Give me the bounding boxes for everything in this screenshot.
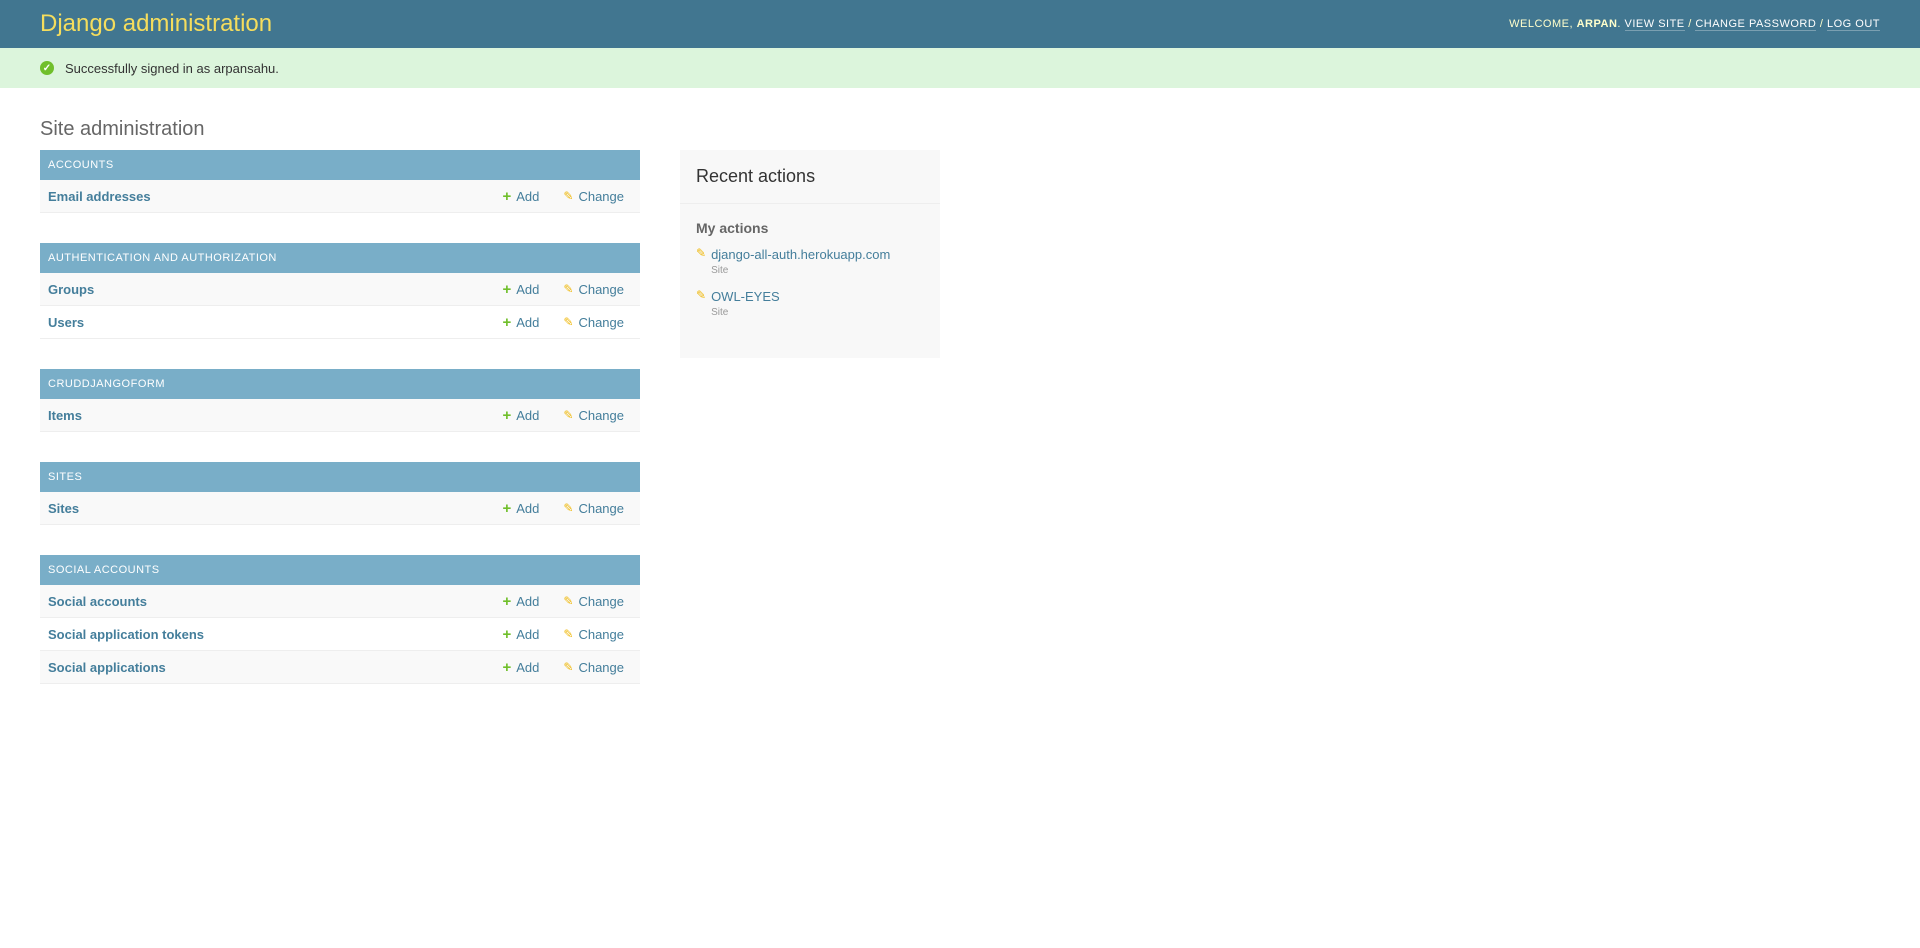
site-title[interactable]: Django administration (40, 10, 273, 37)
change-label: Change (578, 314, 624, 330)
module-sites: Sites Sites + Add ✎ Change (40, 462, 640, 525)
add-label: Add (516, 626, 540, 642)
change-link[interactable]: ✎ Change (563, 594, 624, 609)
recent-action-type: Site (711, 265, 729, 276)
pencil-icon: ✎ (563, 408, 574, 422)
change-label: Change (578, 593, 624, 609)
change-label: Change (578, 500, 624, 516)
add-link[interactable]: + Add (502, 281, 539, 298)
model-row: Social application tokens + Add ✎ Change (40, 618, 640, 651)
recent-action-link[interactable]: django-all-auth.herokuapp.com (711, 247, 891, 262)
model-link[interactable]: Social accounts (48, 593, 147, 609)
model-row: Groups + Add ✎ Change (40, 273, 640, 306)
plus-icon: + (502, 625, 512, 643)
recent-action-item: ✎ django-all-auth.herokuapp.com Site (680, 246, 940, 288)
plus-icon: + (502, 187, 512, 205)
view-site-link[interactable]: View site (1624, 18, 1685, 31)
add-label: Add (516, 281, 540, 297)
recent-action-item: ✎ OWL-EYES Site (680, 288, 940, 330)
change-label: Change (578, 281, 624, 297)
plus-icon: + (502, 592, 512, 610)
pencil-icon: ✎ (563, 594, 574, 608)
change-link[interactable]: ✎ Change (563, 315, 624, 330)
success-message: ✓ Successfully signed in as arpansahu. (0, 48, 1920, 88)
my-actions-title: My actions (696, 220, 769, 236)
change-label: Change (578, 659, 624, 675)
pencil-icon: ✎ (563, 189, 574, 203)
recent-actions: Recent actions My actions ✎ django-all-a… (680, 150, 940, 358)
module-social-accounts: Social Accounts Social accounts + Add ✎ Ch… (40, 555, 640, 684)
module-caption[interactable]: Cruddjangoform (40, 369, 640, 399)
add-label: Add (516, 593, 540, 609)
add-link[interactable]: + Add (502, 500, 539, 517)
change-link[interactable]: ✎ Change (563, 660, 624, 675)
change-label: Change (578, 407, 624, 423)
module-caption[interactable]: Authentication and Authorization (40, 243, 640, 273)
add-label: Add (516, 407, 540, 423)
model-link[interactable]: Groups (48, 281, 95, 297)
plus-icon: + (502, 499, 512, 517)
app-list: Accounts Email addresses + Add ✎ Change Au… (40, 150, 640, 714)
pencil-icon: ✎ (696, 246, 707, 260)
recent-action-link[interactable]: OWL-EYES (711, 289, 780, 304)
change-label: Change (578, 626, 624, 642)
pencil-icon: ✎ (563, 315, 574, 329)
model-link[interactable]: Users (48, 314, 85, 330)
add-link[interactable]: + Add (502, 314, 539, 331)
module-caption[interactable]: Accounts (40, 150, 640, 180)
pencil-icon: ✎ (563, 660, 574, 674)
model-row: Social accounts + Add ✎ Change (40, 585, 640, 618)
plus-icon: + (502, 658, 512, 676)
model-link[interactable]: Email addresses (48, 188, 151, 204)
add-link[interactable]: + Add (502, 593, 539, 610)
add-link[interactable]: + Add (502, 626, 539, 643)
add-link[interactable]: + Add (502, 188, 539, 205)
log-out-link[interactable]: Log out (1826, 18, 1880, 31)
welcome-text: Welcome, (1509, 18, 1574, 30)
model-row: Users + Add ✎ Change (40, 306, 640, 339)
check-circle-icon: ✓ (40, 61, 54, 75)
model-row: Email addresses + Add ✎ Change (40, 180, 640, 213)
user-tools: Welcome, Arpan. View site / Change passw… (1509, 18, 1880, 31)
username: Arpan (1576, 18, 1618, 30)
pencil-icon: ✎ (696, 288, 707, 302)
pencil-icon: ✎ (563, 627, 574, 641)
model-link[interactable]: Social applications (48, 659, 166, 675)
add-label: Add (516, 659, 540, 675)
model-link[interactable]: Social application tokens (48, 626, 205, 642)
recent-actions-title: Recent actions (680, 150, 940, 204)
plus-icon: + (502, 280, 512, 298)
change-link[interactable]: ✎ Change (563, 189, 624, 204)
model-row: Items + Add ✎ Change (40, 399, 640, 432)
add-link[interactable]: + Add (502, 407, 539, 424)
pencil-icon: ✎ (563, 501, 574, 515)
page-title: Site administration (40, 118, 205, 140)
module-caption[interactable]: Sites (40, 462, 640, 492)
model-link[interactable]: Items (48, 407, 82, 423)
module-caption[interactable]: Social Accounts (40, 555, 640, 585)
module-cruddjangoform: Cruddjangoform Items + Add ✎ Change (40, 369, 640, 432)
change-link[interactable]: ✎ Change (563, 282, 624, 297)
add-link[interactable]: + Add (502, 659, 539, 676)
model-link[interactable]: Sites (48, 500, 80, 516)
plus-icon: + (502, 406, 512, 424)
add-label: Add (516, 500, 540, 516)
change-link[interactable]: ✎ Change (563, 627, 624, 642)
recent-action-type: Site (711, 307, 729, 318)
plus-icon: + (502, 313, 512, 331)
change-label: Change (578, 188, 624, 204)
change-password-link[interactable]: Change password (1695, 18, 1817, 31)
model-row: Social applications + Add ✎ Change (40, 651, 640, 684)
module-accounts: Accounts Email addresses + Add ✎ Change (40, 150, 640, 213)
model-row: Sites + Add ✎ Change (40, 492, 640, 525)
add-label: Add (516, 314, 540, 330)
change-link[interactable]: ✎ Change (563, 408, 624, 423)
header: Django administration Welcome, Arpan. Vi… (0, 0, 1920, 48)
message-text: Successfully signed in as arpansahu. (65, 60, 279, 76)
change-link[interactable]: ✎ Change (563, 501, 624, 516)
add-label: Add (516, 188, 540, 204)
module-authentication-and-authorization: Authentication and Authorization Groups … (40, 243, 640, 339)
pencil-icon: ✎ (563, 282, 574, 296)
